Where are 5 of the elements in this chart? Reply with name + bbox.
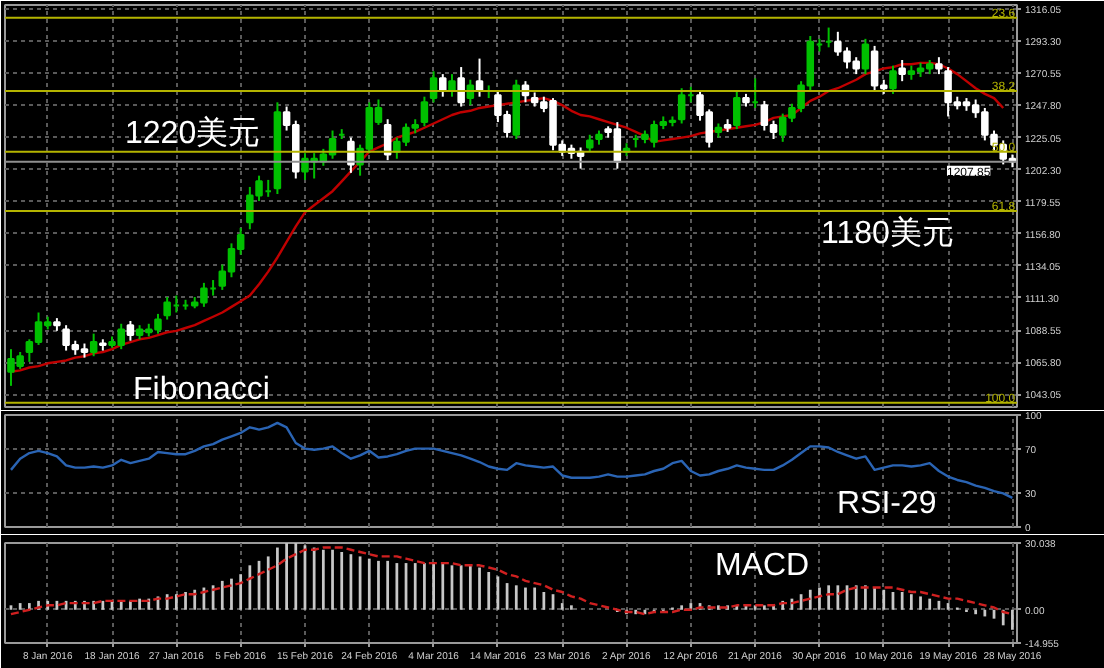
annotation: MACD [715,549,810,583]
annotation: 1180美元 [821,215,954,251]
annotation: RSI-29 [837,487,937,521]
annotation: 1220美元 [125,115,261,151]
annotation: Fibonacci [133,373,270,407]
